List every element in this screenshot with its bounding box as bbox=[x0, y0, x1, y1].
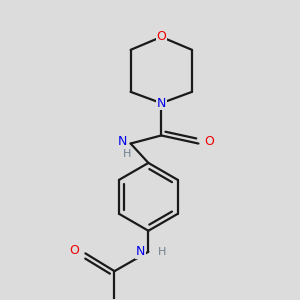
Text: N: N bbox=[118, 135, 128, 148]
Text: H: H bbox=[123, 149, 132, 159]
Text: O: O bbox=[204, 135, 214, 148]
Text: N: N bbox=[157, 97, 166, 110]
Text: N: N bbox=[136, 245, 145, 258]
Text: O: O bbox=[70, 244, 80, 257]
Text: O: O bbox=[156, 30, 166, 44]
Text: H: H bbox=[158, 247, 166, 257]
